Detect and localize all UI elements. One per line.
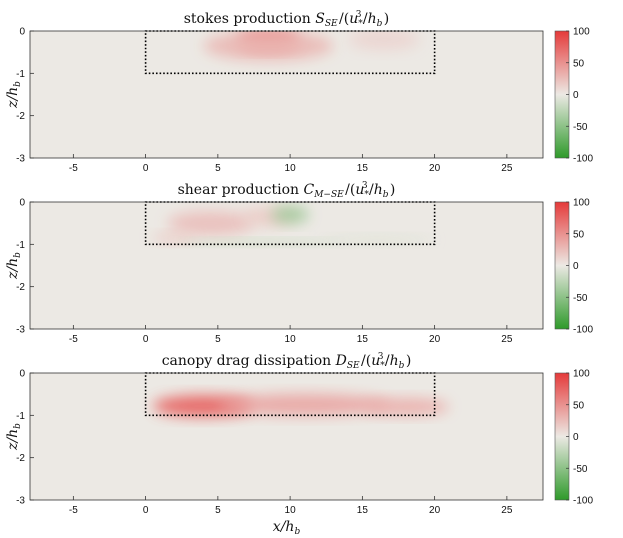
field-feature-6 [319,235,435,245]
x-tick-label: 0 [143,505,149,516]
colorbar-tick-label: -50 [573,464,588,475]
x-tick-label: 20 [429,505,441,516]
y-tick-label: -2 [16,111,25,122]
x-tick-label: -5 [69,505,78,516]
chart-title: shear production CM−SE /(u*3 /hb ) [178,181,396,200]
x-tick-label: 20 [429,163,441,174]
colorbar-tick-label: 50 [573,229,585,240]
colorbar-tick-label: -50 [573,122,588,133]
field-feature-2 [151,232,198,244]
x-tick-label: 15 [357,163,369,174]
colorbar-tick-label: -50 [573,293,588,304]
y-axis-label: z/hb [5,252,23,280]
x-tick-label: 10 [285,334,297,345]
y-tick-label: -2 [16,282,25,293]
y-tick-label: -1 [16,411,25,422]
x-tick-label: -5 [69,163,78,174]
colorbar-tick-label: 100 [573,369,590,380]
x-tick-label: 0 [143,334,149,345]
colorbar-tick-label: 0 [573,90,579,101]
axes-frame [29,201,544,330]
x-tick-label: 25 [501,334,513,345]
colorbar: 100 50 0 -50 -100 [554,27,593,165]
colorbar-tick-label: 100 [573,27,590,38]
x-tick-label: 10 [285,505,297,516]
x-tick-label: 25 [501,505,513,516]
x-tick-label: 5 [215,163,221,174]
field-feature-2 [217,394,392,416]
field-feature-4 [271,206,309,224]
x-tick-label: 15 [357,505,369,516]
x-axis-label: x/hb [273,519,301,537]
x-tick-label: -5 [69,334,78,345]
x-tick-label: 10 [285,163,297,174]
field-feature-3 [347,31,421,51]
y-tick-label: -3 [16,325,25,336]
colorbar: 100 50 0 -50 -100 [554,369,593,507]
colorbar-tick-label: 50 [573,58,585,69]
x-tick-label: 0 [143,163,149,174]
field-feature-1 [167,211,254,236]
colorbar-tick-label: 100 [573,198,590,209]
x-tick-label: 20 [429,334,441,345]
field-feature-3 [362,398,450,416]
chart-title: canopy drag dissipation DSE /(u*3 /hb ) [162,352,412,371]
colorbar: 100 50 0 -50 -100 [554,198,593,336]
field-layer [152,394,450,417]
y-tick-label: 0 [19,198,25,209]
colorbar-tick-label: -100 [573,154,593,165]
x-tick-label: 5 [215,505,221,516]
x-tick-label: 5 [215,334,221,345]
axes-frame [29,372,544,501]
y-tick-label: 0 [19,369,25,380]
axes-frame [29,30,544,159]
field-layer [203,31,421,61]
x-tick-label: 15 [357,334,369,345]
colorbar-tick-label: -100 [573,325,593,336]
plot-background [30,373,543,500]
y-tick-label: 0 [19,27,25,38]
y-tick-label: -3 [16,154,25,165]
field-feature-2 [203,31,334,61]
y-axis-label: z/hb [5,81,23,109]
y-tick-label: -3 [16,496,25,507]
colorbar-tick-label: 0 [573,432,579,443]
y-axis-label: z/hb [5,423,23,451]
colorbar-tick-label: -100 [573,496,593,507]
colorbar-tick-label: 50 [573,400,585,411]
y-tick-label: -1 [16,240,25,251]
x-tick-label: 25 [501,163,513,174]
chart-title: stokes production SSE /(u*3 /hb ) [184,10,390,29]
colorbar-tick-label: 0 [573,261,579,272]
y-tick-label: -1 [16,69,25,80]
y-tick-label: -2 [16,453,25,464]
